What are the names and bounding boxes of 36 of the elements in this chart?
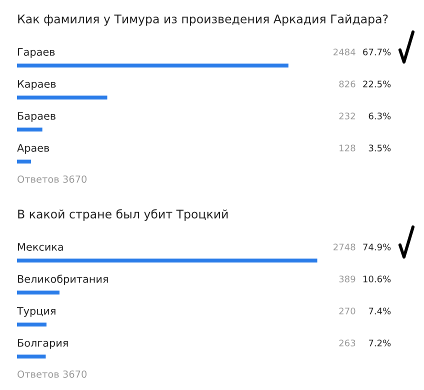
data-label: 2748 (334, 244, 356, 250)
y-tick-label: Болгария (18, 339, 68, 349)
text: 22.5% (363, 80, 391, 88)
y-tick-label: Турция (16, 307, 56, 317)
bar (17, 160, 31, 164)
bar (17, 128, 42, 132)
data-label: 826 (339, 80, 356, 88)
bar (17, 290, 60, 295)
data-label: 2484 (334, 48, 356, 56)
bar (17, 354, 46, 359)
y-tick-label: Бараев (18, 112, 56, 122)
text: 67.7% (363, 48, 391, 56)
chart-title: Как фамилия у Тимура из произведения Аркадия Гайдара? (18, 14, 388, 26)
bar (17, 322, 46, 327)
text: 74.9% (363, 244, 391, 250)
data-label: 389 (339, 276, 356, 282)
data-label: 232 (339, 112, 355, 120)
chart-title: В какой стране был убит Троцкий (18, 209, 228, 221)
text: 6.3% (368, 112, 391, 120)
bar (17, 64, 288, 68)
y-tick-label: Караев (18, 80, 56, 90)
text: 7.2% (368, 340, 391, 346)
y-tick-label: Араев (17, 144, 50, 154)
data-label: 270 (339, 308, 356, 314)
text: Ответов 3670 (18, 370, 87, 378)
text: 10.6% (363, 276, 391, 282)
data-label: 128 (340, 144, 356, 152)
bar (17, 258, 318, 263)
y-tick-label: Мексика (18, 243, 63, 251)
data-label: 263 (339, 340, 356, 346)
text: 7.4% (368, 308, 391, 314)
y-tick-label: Гараев (18, 48, 55, 58)
text: 3.5% (368, 144, 391, 152)
bar (17, 96, 108, 100)
y-tick-label: Великобритания (18, 274, 108, 285)
text: Ответов 3670 (18, 175, 87, 183)
